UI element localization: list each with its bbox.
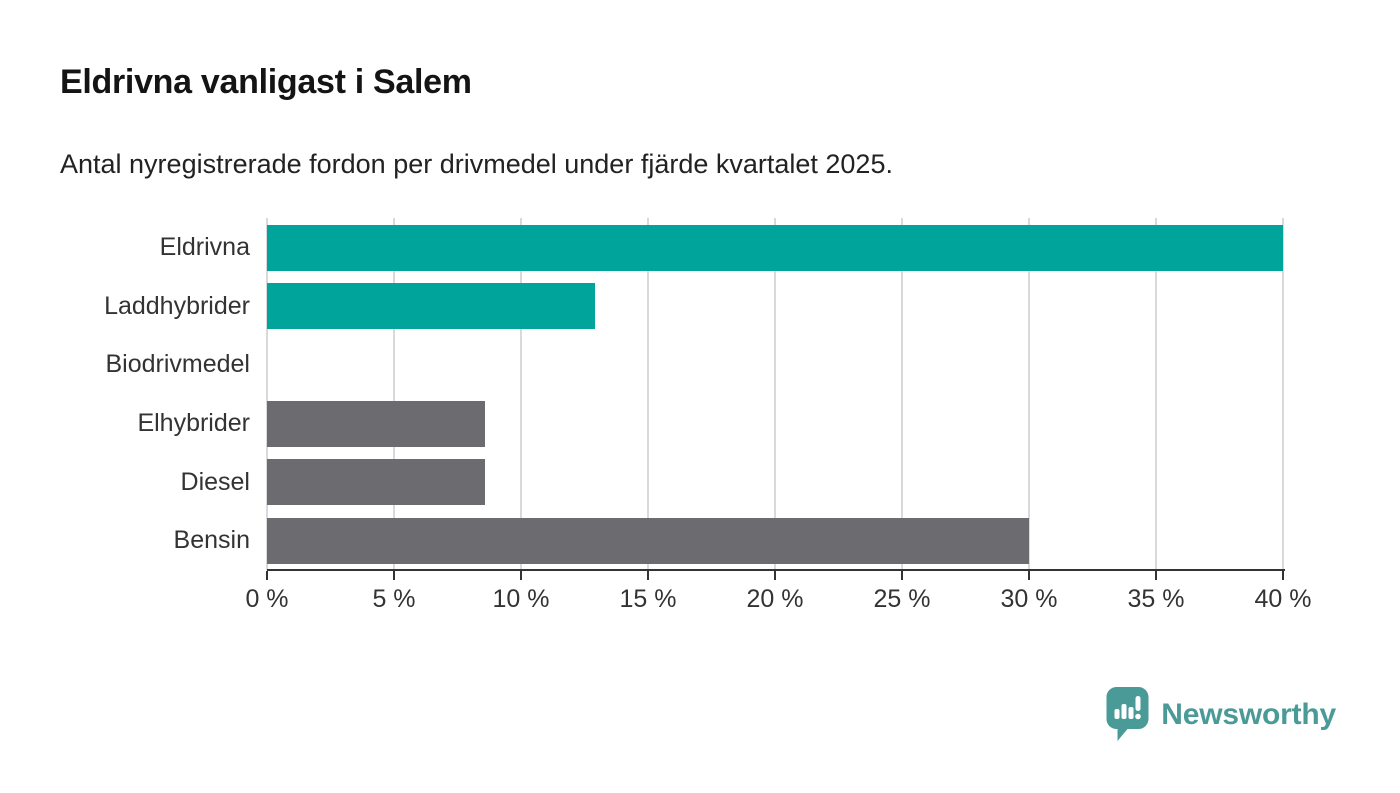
category-label: Laddhybrider — [104, 291, 250, 320]
category-label: Bensin — [173, 526, 250, 555]
category-label: Diesel — [180, 467, 250, 496]
axis-tick — [1282, 571, 1284, 580]
x-tick-label: 40 % — [1254, 585, 1312, 613]
newsworthy-logo-text: Newsworthy — [1161, 698, 1336, 731]
gridline — [393, 218, 395, 570]
x-tick-label: 0 % — [245, 585, 289, 613]
axis-tick — [774, 571, 776, 580]
x-tick-label: 5 % — [372, 585, 416, 613]
bar-row — [267, 394, 1283, 453]
gridline — [1155, 218, 1157, 570]
x-tick-label: 25 % — [873, 585, 931, 613]
x-tick-label: 35 % — [1127, 585, 1185, 613]
gridline — [901, 218, 903, 570]
gridline — [1282, 218, 1284, 570]
x-tick-label: 10 % — [492, 585, 550, 613]
bar-diesel — [267, 459, 486, 506]
bar-bensin — [267, 517, 1029, 564]
axis-tick — [901, 571, 903, 580]
x-tick-label: 20 % — [746, 585, 804, 613]
chart-subtitle: Antal nyregistrerade fordon per drivmede… — [60, 149, 893, 179]
category-label: Eldrivna — [159, 233, 250, 261]
axis-tick — [520, 571, 522, 580]
bar-laddhybrider — [267, 283, 595, 330]
category-label: Biodrivmedel — [105, 350, 250, 379]
bar-row — [267, 335, 1283, 394]
category-labels: Eldrivna Laddhybrider Biodrivmedel Elhybrid… — [0, 218, 250, 570]
bar-eldrivna — [267, 224, 1283, 271]
gridline — [266, 218, 268, 570]
gridline — [520, 218, 522, 570]
bar-elhybrider — [267, 400, 486, 447]
axis-tick — [1028, 571, 1030, 580]
axis-tick — [647, 571, 649, 580]
x-tick-label: 15 % — [619, 585, 677, 613]
plot-area — [266, 218, 1284, 570]
x-tick-label: 30 % — [1000, 585, 1058, 613]
axis-tick — [266, 571, 268, 580]
axis-tick — [393, 571, 395, 580]
chart-title: Eldrivna vanligast i Salem — [60, 63, 472, 101]
gridline — [774, 218, 776, 570]
x-axis-ticks — [266, 571, 1284, 581]
bar-row — [267, 218, 1283, 277]
axis-tick — [1155, 571, 1157, 580]
newsworthy-logo[interactable]: Newsworthy — [1105, 686, 1336, 744]
category-label: Elhybrider — [137, 409, 250, 437]
newsworthy-logo-icon — [1106, 687, 1149, 741]
gridline — [1028, 218, 1030, 570]
bar-row — [267, 453, 1283, 512]
gridline — [647, 218, 649, 570]
x-axis-tick-labels: 0 % 5 % 10 % 15 % 20 % 25 % 30 % 35 % 40 % — [245, 585, 1311, 619]
bar-row — [267, 277, 1283, 336]
bar-chart: Eldrivna Laddhybrider Biodrivmedel Elhybrid… — [0, 218, 1400, 648]
x-axis-line — [267, 569, 1285, 571]
bar-row — [267, 511, 1283, 570]
